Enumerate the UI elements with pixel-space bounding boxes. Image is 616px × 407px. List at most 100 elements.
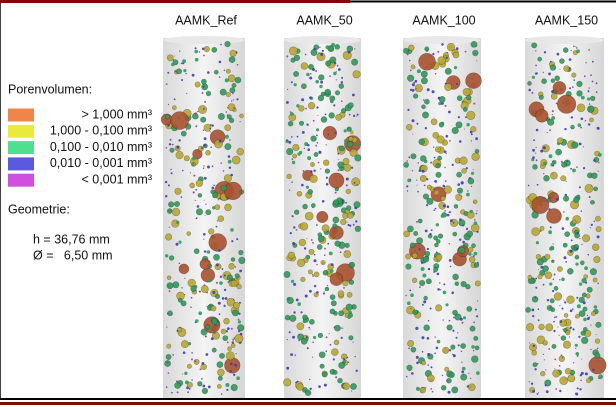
pore [293, 226, 295, 228]
pore [168, 372, 170, 374]
pore [595, 339, 600, 344]
pore [232, 339, 234, 341]
pore [318, 95, 324, 101]
pore [184, 294, 185, 295]
pore [199, 291, 201, 293]
pore [424, 185, 426, 187]
pore [407, 340, 413, 346]
pore [214, 70, 218, 74]
pore [316, 135, 318, 137]
pore [443, 291, 447, 295]
pore [431, 366, 433, 368]
pore [325, 114, 327, 116]
pore [212, 165, 214, 167]
pore [239, 257, 246, 264]
pore [203, 130, 204, 131]
pore [564, 128, 566, 130]
pore [348, 136, 353, 141]
pore [168, 284, 171, 287]
pore [206, 292, 208, 294]
pore [235, 334, 243, 342]
pore [224, 318, 230, 324]
pore [407, 190, 408, 191]
pore [577, 104, 585, 112]
pore [554, 368, 555, 369]
pore [212, 187, 215, 190]
pore [313, 120, 315, 122]
pore [343, 158, 349, 164]
pore [568, 68, 570, 70]
pore [306, 73, 310, 77]
pore [183, 351, 186, 354]
pore [457, 332, 458, 333]
pore [423, 300, 426, 303]
pore [590, 349, 591, 350]
pore [192, 74, 195, 77]
pore [296, 229, 298, 231]
pore [322, 200, 325, 203]
pore [552, 110, 554, 112]
pore [470, 378, 471, 379]
pore [564, 256, 567, 259]
pore [581, 331, 586, 336]
pore [202, 385, 205, 388]
pore [408, 156, 410, 158]
pore [225, 204, 232, 211]
pore [320, 168, 321, 169]
pore [299, 239, 306, 246]
pore [298, 340, 300, 342]
pore [224, 305, 226, 307]
pore [575, 348, 576, 349]
legend-label: < 0,001 mm³ [81, 172, 152, 186]
pore [411, 252, 413, 254]
pore [197, 205, 200, 208]
pore [165, 234, 172, 241]
pore [470, 131, 473, 134]
pore [328, 134, 330, 136]
pore [435, 208, 437, 210]
pore [217, 384, 221, 388]
pore [572, 169, 576, 173]
pore [326, 177, 328, 179]
pore [314, 285, 316, 287]
pore [436, 172, 442, 178]
pore [312, 275, 314, 277]
pore [561, 162, 566, 167]
pore [429, 233, 431, 235]
pore [297, 384, 304, 391]
pore [458, 116, 460, 118]
pore [171, 63, 175, 67]
pore [225, 143, 231, 149]
pore [587, 315, 588, 316]
pore [219, 313, 221, 315]
pore [446, 153, 447, 154]
geometry-title: Geometrie: [8, 202, 70, 216]
pore [577, 91, 583, 97]
pore [229, 118, 234, 123]
pore [330, 309, 335, 314]
pore [559, 356, 565, 362]
pore [312, 274, 313, 275]
pore [212, 291, 215, 294]
pore [535, 72, 537, 74]
pore [583, 318, 587, 322]
pore [334, 340, 339, 345]
pore [204, 200, 205, 201]
pore [592, 81, 594, 83]
pore [199, 51, 201, 53]
pore [461, 374, 467, 380]
pore [196, 218, 198, 220]
pore [545, 384, 547, 386]
pore [572, 73, 577, 78]
pore [327, 285, 328, 286]
pore [306, 186, 309, 189]
pore [461, 343, 466, 348]
pore [319, 47, 320, 48]
pore [331, 301, 336, 306]
pore [168, 184, 170, 186]
pore [578, 336, 580, 338]
pore [409, 290, 411, 292]
pore [446, 380, 448, 382]
pore [173, 282, 179, 288]
pore [471, 78, 473, 80]
